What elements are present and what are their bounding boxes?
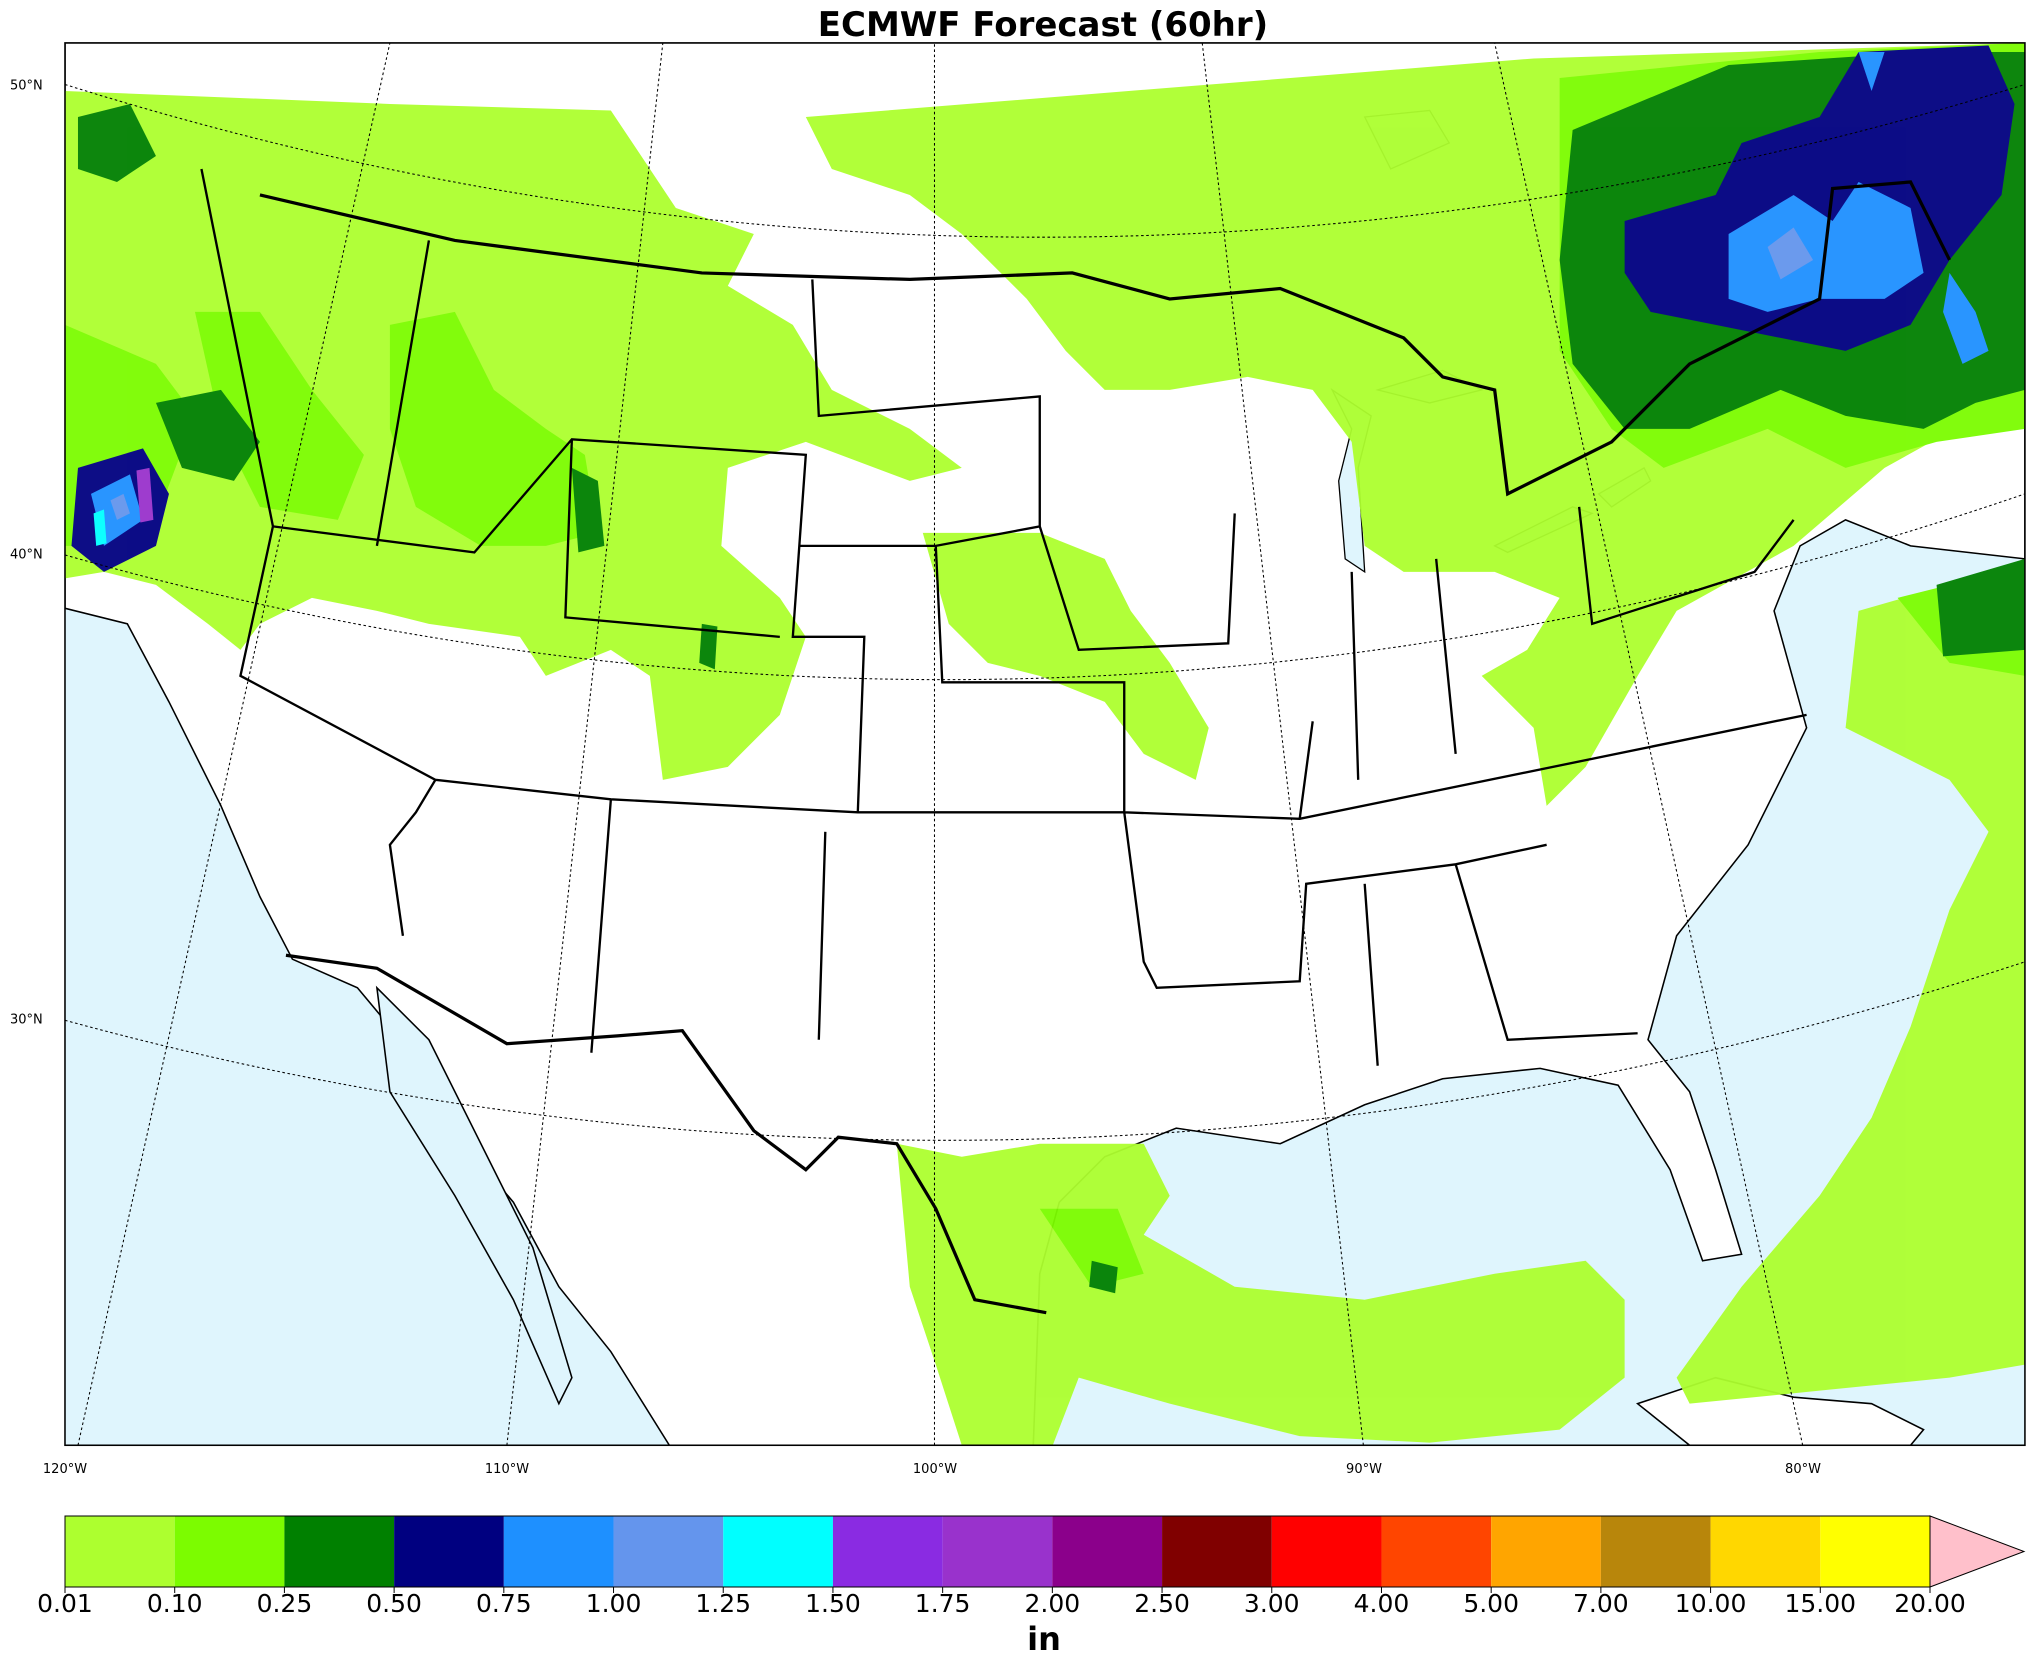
lon-label: 90°W — [1346, 1462, 1382, 1477]
colorbar-tick-label: 20.00 — [1894, 1589, 1966, 1618]
colorbar-box — [613, 1516, 724, 1587]
colorbar-tick-label: 1.50 — [805, 1589, 861, 1618]
colorbar-box — [1162, 1516, 1272, 1587]
colorbar-tick-label: 7.00 — [1573, 1589, 1629, 1618]
colorbar-tick-label: 2.50 — [1134, 1589, 1190, 1618]
colorbar-tick-label: 1.00 — [586, 1589, 642, 1618]
lon-label: 100°W — [913, 1462, 957, 1477]
colorbar-box — [723, 1516, 833, 1587]
colorbar-extend — [1929, 1515, 2026, 1588]
colorbar-tick-label: 10.00 — [1675, 1589, 1747, 1618]
colorbar-tick-label: 4.00 — [1354, 1589, 1410, 1618]
colorbar: 0.01 0.10 0.25 0.50 0.75 1.00 1.25 1.50 1.75 2.00… — [37, 1515, 2026, 1618]
colorbar-box — [1271, 1516, 1382, 1587]
colorbar-tick-label: 15.00 — [1785, 1589, 1857, 1618]
colorbar-frame — [64, 1515, 1931, 1588]
colorbar-box — [832, 1516, 943, 1587]
colorbar-box — [1820, 1516, 1930, 1587]
precip — [64, 42, 2025, 1446]
lon-label: 80°W — [1785, 1462, 1821, 1477]
colorbar-tick-label: 0.50 — [366, 1589, 422, 1618]
lat-label: 30°N — [10, 1013, 43, 1028]
colorbar-box — [1491, 1516, 1601, 1587]
colorbar-tick-label: 3.00 — [1244, 1589, 1300, 1618]
borders — [200, 168, 1952, 1315]
colorbar-unit: in — [1027, 1620, 1061, 1658]
colorbar-tick-label: 1.25 — [695, 1589, 751, 1618]
colorbar-box — [65, 1516, 175, 1587]
map-frame — [64, 42, 2026, 1447]
colorbar-tick-label: 0.10 — [147, 1589, 203, 1618]
lon-label: 120°W — [43, 1462, 87, 1477]
lon-label: 110°W — [485, 1462, 529, 1477]
colorbar-tick-label: 0.25 — [257, 1589, 313, 1618]
graticule — [64, 42, 2025, 1446]
map — [64, 42, 2026, 1447]
colorbar-tick-label: 1.75 — [915, 1589, 971, 1618]
colorbar-box — [503, 1516, 614, 1587]
title: ECMWF Forecast (60hr) — [818, 5, 1268, 45]
colorbar-box — [394, 1516, 504, 1587]
colorbar-box — [1600, 1516, 1711, 1587]
colorbar-box — [942, 1516, 1053, 1587]
lat-label: 50°N — [10, 79, 43, 94]
colorbar-tick-label: 2.00 — [1025, 1589, 1081, 1618]
colorbar-tick-label: 0.01 — [37, 1589, 93, 1618]
colorbar-box — [284, 1516, 395, 1587]
colorbar-tick-label: 5.00 — [1463, 1589, 1519, 1618]
colorbar-box — [1052, 1516, 1163, 1587]
lat-label: 40°N — [10, 548, 43, 563]
colorbar-box — [1381, 1516, 1492, 1587]
colorbar-box — [174, 1516, 285, 1587]
colorbar-box — [1710, 1516, 1821, 1587]
colorbar-tick-label: 0.75 — [476, 1589, 532, 1618]
